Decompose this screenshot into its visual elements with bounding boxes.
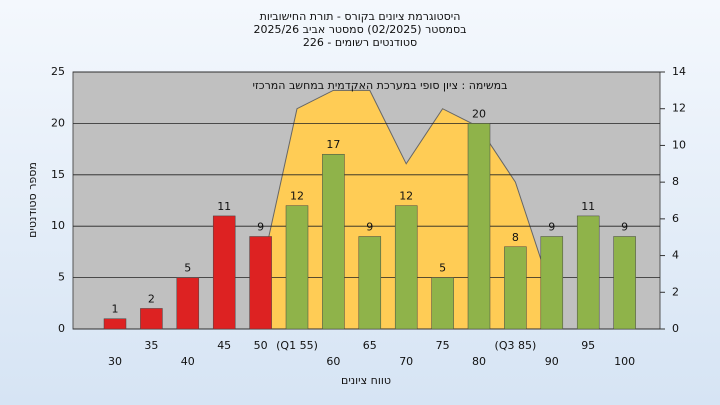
bar	[467, 123, 491, 330]
x-tick-label: 95	[581, 339, 595, 352]
bar	[540, 236, 564, 330]
bar	[285, 205, 309, 330]
x-tick-label: 45	[217, 339, 231, 352]
y-axis-label: מספר סטודנטים	[26, 162, 39, 238]
y-tick-label: 15	[51, 168, 65, 181]
x-tick-label: 50	[254, 339, 268, 352]
data-label: 20	[472, 107, 486, 120]
bar	[249, 236, 272, 330]
y2-tick-label: 6	[672, 212, 679, 225]
y2-tick-label: 2	[672, 285, 679, 298]
data-label: 5	[184, 262, 191, 275]
bar	[176, 277, 200, 330]
x-tick-label: 80	[472, 355, 486, 368]
bar	[613, 236, 636, 330]
y-tick-label: 20	[51, 116, 65, 129]
annotation: במשימה : ציון סופי במערכת האקדמית במחשב …	[253, 79, 508, 92]
y-tick-label: 0	[58, 322, 65, 335]
data-label: 9	[621, 220, 628, 233]
y2-tick-label: 10	[672, 138, 686, 151]
bar	[322, 153, 345, 330]
data-label: 11	[581, 200, 595, 213]
data-label: 8	[512, 231, 519, 244]
y-tick-label: 25	[51, 65, 65, 78]
x-tick-label: 30	[108, 355, 122, 368]
x-tick-label: 60	[326, 355, 340, 368]
bar	[103, 318, 127, 330]
x-tick-label: (Q1 55)	[276, 339, 318, 352]
data-label: 11	[217, 200, 231, 213]
bar	[504, 246, 527, 330]
bar	[358, 236, 382, 330]
y-tick-label: 5	[58, 271, 65, 284]
data-label: 1	[112, 303, 119, 316]
x-tick-label: (Q3 85)	[495, 339, 537, 352]
y2-tick-label: 0	[672, 322, 679, 335]
data-label: 12	[290, 190, 304, 203]
data-label: 12	[399, 190, 413, 203]
x-tick-label: 100	[614, 355, 635, 368]
bar	[140, 308, 163, 330]
y2-tick-label: 12	[672, 102, 686, 115]
chart-subtitle: סטודנטים רשומים - 226	[303, 36, 417, 49]
y-tick-label: 10	[51, 219, 65, 232]
x-tick-label: 35	[144, 339, 158, 352]
y2-tick-label: 14	[672, 65, 686, 78]
bar	[394, 205, 418, 330]
bar	[212, 215, 236, 330]
x-tick-label: 90	[545, 355, 559, 368]
chart-subtitle: בסמסטר (02/2025) סמסטר אביב 2025/26	[253, 23, 466, 36]
chart-title: היסטוגרמת ציונים בקורס - תורת החישוביות	[260, 10, 461, 23]
data-label: 9	[257, 220, 264, 233]
bar	[431, 277, 454, 330]
data-label: 2	[148, 292, 155, 305]
data-label: 17	[326, 138, 340, 151]
y2-tick-label: 8	[672, 175, 679, 188]
x-tick-label: 75	[436, 339, 450, 352]
bar	[576, 215, 600, 330]
x-tick-label: 65	[363, 339, 377, 352]
data-label: 9	[366, 220, 373, 233]
x-tick-label: 40	[181, 355, 195, 368]
x-tick-label: 70	[399, 355, 413, 368]
data-label: 9	[548, 220, 555, 233]
x-axis-label: טווח ציונים	[341, 374, 391, 387]
y2-tick-label: 4	[672, 249, 679, 262]
data-label: 5	[439, 262, 446, 275]
